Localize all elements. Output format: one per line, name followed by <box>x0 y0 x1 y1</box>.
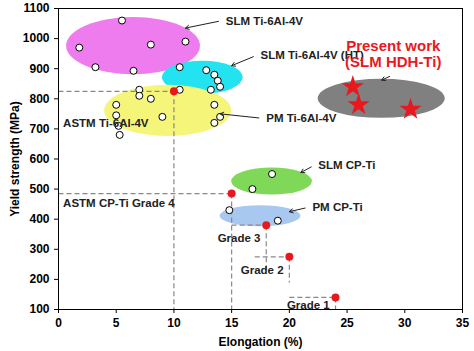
svg-text:ASTM CP-Ti Grade 4: ASTM CP-Ti Grade 4 <box>63 197 175 209</box>
svg-text:15: 15 <box>225 316 239 330</box>
svg-text:PM Ti-6Al-4V: PM Ti-6Al-4V <box>266 112 336 124</box>
svg-text:ASTM Ti-6Al-4V: ASTM Ti-6Al-4V <box>63 117 149 129</box>
svg-text:Elongation (%): Elongation (%) <box>219 335 303 349</box>
svg-text:1000: 1000 <box>23 31 50 45</box>
svg-text:500: 500 <box>29 182 49 196</box>
svg-text:Present work(SLM HDH-Ti): Present work(SLM HDH-Ti) <box>345 37 441 71</box>
svg-text:1100: 1100 <box>23 1 49 15</box>
svg-text:5: 5 <box>113 316 120 330</box>
svg-text:900: 900 <box>29 62 49 76</box>
svg-text:Yield strength (MPa): Yield strength (MPa) <box>8 101 22 217</box>
svg-text:SLM Ti-6Al-4V: SLM Ti-6Al-4V <box>226 15 303 27</box>
svg-text:800: 800 <box>29 92 49 106</box>
svg-text:700: 700 <box>29 122 49 136</box>
svg-text:200: 200 <box>29 272 49 286</box>
svg-text:600: 600 <box>29 152 49 166</box>
svg-text:35: 35 <box>456 316 470 330</box>
svg-text:30: 30 <box>398 316 412 330</box>
svg-text:300: 300 <box>29 242 49 256</box>
svg-text:SLM CP-Ti: SLM CP-Ti <box>318 159 375 171</box>
svg-text:400: 400 <box>29 212 49 226</box>
svg-text:25: 25 <box>340 316 354 330</box>
svg-text:Grade 3: Grade 3 <box>218 232 261 244</box>
svg-text:Grade 1: Grade 1 <box>287 299 330 311</box>
svg-text:100: 100 <box>29 302 49 316</box>
svg-text:PM CP-Ti: PM CP-Ti <box>312 201 362 213</box>
svg-text:Grade 2: Grade 2 <box>241 264 284 276</box>
svg-text:SLM Ti-6Al-4V (HT): SLM Ti-6Al-4V (HT) <box>260 49 364 62</box>
svg-text:10: 10 <box>167 316 181 330</box>
svg-text:20: 20 <box>283 316 297 330</box>
svg-text:0: 0 <box>55 316 62 330</box>
